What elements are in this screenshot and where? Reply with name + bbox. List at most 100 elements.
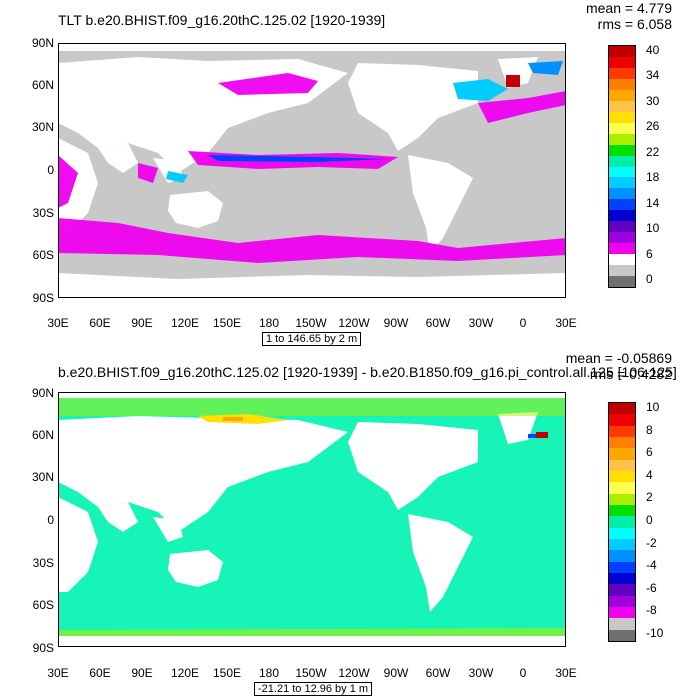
lat-label: 30N [31, 120, 54, 134]
colorbar-swatch [609, 448, 635, 461]
mean-value: mean = 4.779 [585, 0, 672, 16]
colorbar-swatch [609, 188, 635, 200]
colorbar-swatch [609, 46, 635, 58]
lat-label: 60N [31, 78, 54, 92]
colorbar-swatch [609, 78, 635, 91]
lon-label: 60W [425, 666, 451, 680]
contour-range-label: -21.21 to 12.96 by 1 m [254, 682, 373, 696]
map-plot [58, 43, 566, 298]
lon-label: 90E [131, 666, 153, 680]
colorbar-swatch [609, 550, 635, 563]
colorbar-label: 10 [646, 400, 660, 414]
colorbar-swatch [609, 177, 635, 189]
colorbar-label: 30 [646, 93, 660, 108]
colorbar-swatch [609, 629, 635, 642]
lon-label: 180 [258, 316, 280, 330]
colorbar-swatch [609, 573, 635, 585]
lon-label: 150E [212, 316, 242, 330]
colorbar-swatch [609, 232, 635, 244]
colorbar-swatch [609, 505, 635, 517]
colorbar-label: -10 [646, 626, 664, 640]
lon-label: 120E [170, 316, 200, 330]
colorbar-swatch [609, 221, 635, 233]
colorbar-label: -8 [646, 603, 657, 618]
lon-label: 30E [555, 666, 577, 680]
map-field [58, 51, 566, 298]
colorbar [608, 45, 636, 288]
colorbar-swatch [609, 403, 635, 415]
lat-label: 90N [31, 36, 54, 50]
colorbar-label: -6 [646, 580, 657, 595]
lat-label: 30S [32, 556, 54, 570]
lat-label: 60S [32, 598, 54, 612]
colorbar-label: 0 [646, 513, 653, 527]
colorbar-swatch [609, 254, 635, 266]
colorbar [608, 402, 636, 642]
rms-value: rms = 6.058 [597, 16, 672, 32]
colorbar-swatch [609, 199, 635, 211]
colorbar-swatch [609, 437, 635, 449]
colorbar-swatch [609, 584, 635, 597]
colorbar-swatch [609, 516, 635, 529]
colorbar-label: 0 [646, 272, 653, 286]
rms-value: rms = 0.4282 [589, 366, 672, 382]
lon-label: 30W [468, 666, 494, 680]
lon-label: 90W [383, 316, 409, 330]
stats-box: mean = 4.779 rms = 6.058 [586, 0, 672, 32]
colorbar-swatch [609, 133, 635, 146]
lat-label: 30N [31, 470, 54, 484]
lon-label: 120E [170, 666, 200, 680]
bottom-panel: b.e20.BHIST.f09_g16.20thC.125.02 [1920-1… [0, 350, 700, 700]
lat-label: 30S [32, 206, 54, 220]
colorbar-label: 18 [646, 170, 660, 185]
colorbar-swatch [609, 471, 635, 483]
colorbar-swatch [609, 111, 635, 124]
lon-label: 150W [295, 316, 327, 330]
lon-label: 30E [555, 316, 577, 330]
colorbar-swatch [609, 276, 635, 288]
colorbar-swatch [609, 100, 635, 113]
colorbar-swatch [609, 243, 635, 255]
colorbar-swatch [609, 595, 635, 608]
lon-label: 0 [519, 316, 527, 330]
colorbar-swatch [609, 425, 635, 438]
colorbar-label: 6 [646, 445, 653, 460]
colorbar-swatch [609, 618, 635, 631]
stats-box: mean = -0.05869 rms = 0.4282 [566, 350, 672, 382]
lon-label: 60W [425, 316, 451, 330]
colorbar-swatch [609, 265, 635, 277]
panel-title: TLT b.e20.BHIST.f09_g16.20thC.125.02 [19… [58, 12, 386, 28]
colorbar-label: 10 [646, 221, 660, 236]
lon-label: 150E [212, 666, 242, 680]
colorbar-swatch [609, 527, 635, 540]
colorbar-swatch [609, 561, 635, 574]
colorbar-swatch [609, 144, 635, 157]
lat-label: 90S [32, 641, 54, 655]
lon-label: 120W [338, 316, 370, 330]
colorbar-swatch [609, 607, 635, 619]
colorbar-swatch [609, 210, 635, 222]
colorbar-label: 40 [646, 43, 660, 57]
colorbar-swatch [609, 56, 635, 69]
colorbar-swatch [609, 155, 635, 167]
mean-value: mean = -0.05869 [565, 350, 672, 366]
colorbar-label: -2 [646, 535, 657, 550]
colorbar-label: 8 [646, 422, 653, 437]
lat-label: 0 [47, 163, 54, 177]
lon-label: 60E [89, 316, 111, 330]
colorbar-swatch [609, 539, 635, 551]
lat-label: 90S [32, 291, 54, 305]
map-plot [58, 392, 566, 647]
colorbar-swatch [609, 414, 635, 427]
lon-label: 30W [468, 316, 494, 330]
lon-label: 90E [131, 316, 153, 330]
colorbar-label: 34 [646, 68, 660, 83]
colorbar-swatch [609, 482, 635, 495]
lon-label: 30E [47, 666, 69, 680]
colorbar-swatch [609, 166, 635, 178]
colorbar-label: 2 [646, 490, 653, 505]
lat-label: 0 [47, 513, 54, 527]
lon-label: 180 [258, 666, 280, 680]
colorbar-swatch [609, 122, 635, 135]
lon-label: 150W [295, 666, 327, 680]
